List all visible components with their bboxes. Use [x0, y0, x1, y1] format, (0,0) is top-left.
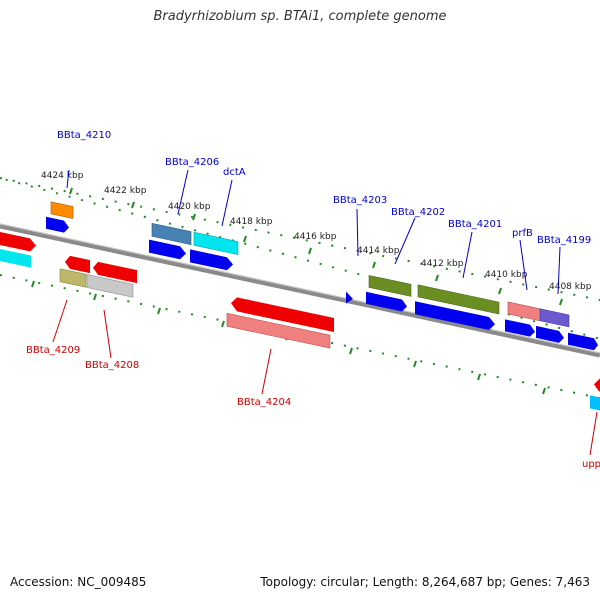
tick-label: 4418 kbp: [230, 217, 273, 227]
major-ticks-lower: [31, 280, 546, 395]
tick-label: 4408 kbp: [549, 282, 592, 292]
gene-bbta-4203[interactable]: [368, 275, 412, 297]
gene-bbta-4199[interactable]: [539, 308, 570, 328]
tick-label: 4420 kbp: [168, 202, 211, 212]
gene-label-bbta-4208[interactable]: BBta_4208: [85, 360, 139, 371]
gene-label-bbta-4209[interactable]: BBta_4209: [26, 345, 80, 356]
gene-bbta-4206[interactable]: [151, 222, 192, 245]
gene-arrow-red[interactable]: [594, 377, 600, 392]
tick-rail-lower: [0, 177, 600, 399]
gene-label-bbta-4206[interactable]: BBta_4206: [165, 157, 219, 168]
gene-dcta[interactable]: [193, 231, 239, 255]
tick-label: 4410 kbp: [485, 270, 528, 280]
gene-arrow-blue[interactable]: [505, 319, 535, 337]
tick-label: 4422 kbp: [104, 186, 147, 196]
gene-cyan[interactable]: [0, 248, 31, 268]
tick-rail-upper: [0, 165, 600, 354]
genome-summary: Topology: circular; Length: 8,264,687 bp…: [260, 575, 590, 589]
gene-arrow-red[interactable]: [231, 296, 334, 332]
gene-arrow-blue[interactable]: [568, 332, 598, 351]
gene-upp[interactable]: [590, 395, 600, 411]
gene-bbta-4208[interactable]: [86, 274, 134, 298]
gene-arrow-blue[interactable]: [149, 239, 186, 261]
gene-arrow-blue[interactable]: [415, 301, 495, 331]
gene-label-bbta-4210[interactable]: BBta_4210: [57, 130, 111, 141]
gene-bbta-4210[interactable]: [50, 201, 74, 219]
gene-bbta-4202[interactable]: [417, 284, 500, 315]
gene-label-bbta-4201[interactable]: BBta_4201: [448, 219, 502, 230]
gene-bbta-4209[interactable]: [59, 268, 87, 288]
tick-label: 4412 kbp: [421, 259, 464, 269]
gene-label-bbta-4202[interactable]: BBta_4202: [391, 207, 445, 218]
tick-label: 4414 kbp: [357, 246, 400, 256]
genome-backbone: [0, 223, 600, 358]
accession-label: Accession: NC_009485: [10, 575, 147, 589]
gene-arrow-red[interactable]: [65, 255, 90, 274]
gene-label-bbta-4204[interactable]: BBta_4204: [237, 397, 291, 408]
gene-arrow-red[interactable]: [0, 232, 36, 253]
gene-arrow-blue[interactable]: [366, 291, 407, 313]
map-title: Bradyrhizobium sp. BTAi1, complete genom…: [153, 9, 447, 24]
gene-label-bbta-4199[interactable]: BBta_4199: [537, 235, 591, 246]
gene-arrow-blue[interactable]: [190, 249, 233, 271]
gene-prfb[interactable]: [507, 301, 542, 322]
tick-label: 4424 kbp: [41, 171, 84, 181]
gene-label-bbta-4203[interactable]: BBta_4203: [333, 195, 387, 206]
gene-bbta-4204[interactable]: [226, 312, 331, 349]
gene-arrow-blue[interactable]: [346, 291, 353, 305]
major-ticks-upper: [69, 187, 563, 306]
gene-arrow-blue[interactable]: [46, 216, 69, 234]
gene-arrow-red[interactable]: [93, 261, 137, 284]
gene-label-dcta[interactable]: dctA: [223, 167, 246, 178]
tick-label: 4416 kbp: [294, 232, 337, 242]
gene-label-upp[interactable]: upp: [582, 459, 600, 470]
gene-arrow-blue[interactable]: [536, 325, 564, 344]
gene-label-prfb[interactable]: prfB: [512, 228, 533, 239]
